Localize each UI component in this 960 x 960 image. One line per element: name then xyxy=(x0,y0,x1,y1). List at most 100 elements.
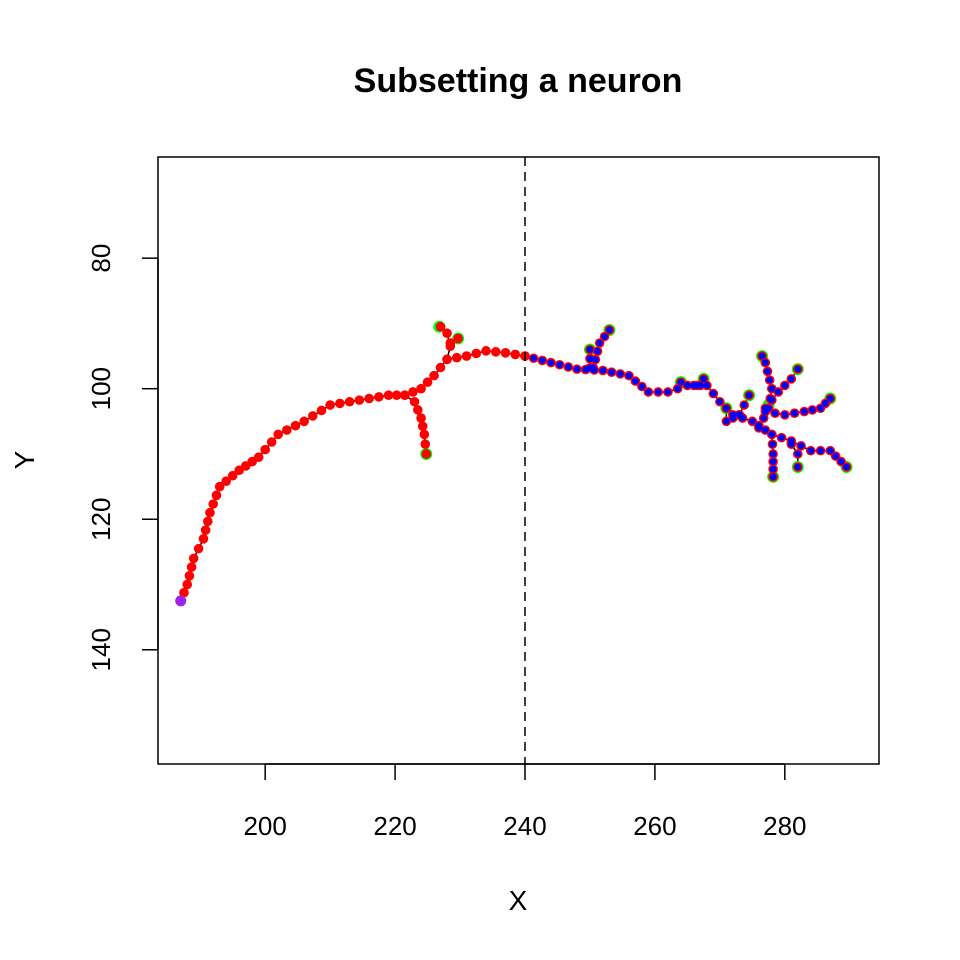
subset-point xyxy=(748,417,756,425)
subset-point xyxy=(674,385,682,393)
node-point xyxy=(227,470,238,481)
subset-point xyxy=(729,414,737,422)
subset-point xyxy=(800,408,808,415)
root-point xyxy=(175,595,187,607)
subset-point xyxy=(764,367,771,375)
y-axis: 80 100 120 140 xyxy=(86,244,159,671)
subset-point xyxy=(530,354,538,362)
subset-point xyxy=(774,388,782,396)
subset-point xyxy=(781,411,789,419)
subset-point xyxy=(768,385,776,393)
node-point xyxy=(416,413,426,423)
node-point xyxy=(409,396,420,407)
node-point xyxy=(179,587,189,598)
node-point xyxy=(435,321,446,332)
node-point xyxy=(416,383,426,394)
subset-point xyxy=(769,450,777,458)
node-point xyxy=(354,395,365,405)
subset-point xyxy=(778,434,785,442)
subset-point xyxy=(781,382,789,389)
y-tick-label: 100 xyxy=(86,367,116,410)
node-point xyxy=(445,338,456,348)
node-point xyxy=(308,411,318,421)
node-point xyxy=(364,393,374,404)
subset-point xyxy=(654,388,662,396)
subset-point xyxy=(632,377,639,385)
node-point xyxy=(435,362,446,373)
subset-point xyxy=(761,426,769,434)
node-point xyxy=(442,354,452,365)
subset-point xyxy=(768,430,776,438)
node-point xyxy=(316,405,327,416)
node-point xyxy=(186,562,197,572)
subset-point xyxy=(547,359,555,366)
subset-point xyxy=(645,388,652,396)
node-point xyxy=(335,398,345,409)
subset-point xyxy=(606,326,613,334)
subset-point xyxy=(722,417,730,425)
subset-point xyxy=(700,375,708,383)
subset-point xyxy=(766,376,774,384)
subset-point xyxy=(787,440,795,448)
subset-point xyxy=(771,409,779,417)
node-point xyxy=(471,348,482,359)
x-tick-label: 240 xyxy=(503,811,546,841)
node-point xyxy=(188,553,199,564)
subset-point xyxy=(794,463,802,471)
subset-point xyxy=(716,398,724,406)
node-point xyxy=(413,405,423,415)
node-point xyxy=(417,421,428,432)
subset-point xyxy=(769,465,777,473)
y-tick-label: 80 xyxy=(86,244,116,273)
subset-point xyxy=(591,356,599,363)
node-point xyxy=(200,525,211,535)
node-point xyxy=(400,390,410,401)
node-point xyxy=(374,392,384,402)
subset-point xyxy=(761,359,769,366)
node-point xyxy=(420,439,431,449)
subset-point xyxy=(768,396,776,404)
node-point xyxy=(451,352,462,363)
node-point xyxy=(481,346,491,356)
node-point xyxy=(221,476,232,486)
subset-point xyxy=(832,452,840,460)
subset-point xyxy=(797,442,805,450)
node-point xyxy=(282,425,292,435)
node-point xyxy=(266,437,277,447)
subset-point xyxy=(608,368,616,376)
node-point xyxy=(391,390,402,401)
node-point xyxy=(408,387,418,397)
subset-point xyxy=(690,382,698,389)
subset-point xyxy=(586,346,594,353)
subset-point xyxy=(538,357,546,364)
subset-point xyxy=(758,352,766,360)
node-point xyxy=(182,579,193,590)
node-point xyxy=(198,534,209,544)
subset-point xyxy=(664,388,672,396)
node-point xyxy=(184,571,195,581)
subset-point xyxy=(817,447,824,455)
subset-point xyxy=(755,424,763,432)
y-tick-label: 120 xyxy=(86,498,116,541)
subset-point xyxy=(740,401,748,409)
subset-point xyxy=(638,383,646,390)
points-layer xyxy=(175,320,853,607)
subset-point xyxy=(787,375,795,383)
node-point xyxy=(383,390,394,401)
subset-point xyxy=(745,391,753,399)
node-point xyxy=(202,516,213,527)
subset-point xyxy=(794,450,802,458)
subset-point xyxy=(722,404,730,412)
subset-point xyxy=(791,409,798,417)
x-tick-label: 260 xyxy=(633,811,676,841)
subset-point xyxy=(794,365,802,373)
subset-point xyxy=(573,365,581,373)
node-point xyxy=(205,507,215,518)
node-point xyxy=(214,481,225,492)
y-axis-label: Y xyxy=(9,450,40,469)
subset-point xyxy=(769,458,777,465)
node-point xyxy=(453,333,463,344)
skeleton-layer xyxy=(180,326,848,602)
subset-point xyxy=(599,367,607,374)
node-point xyxy=(442,328,452,339)
